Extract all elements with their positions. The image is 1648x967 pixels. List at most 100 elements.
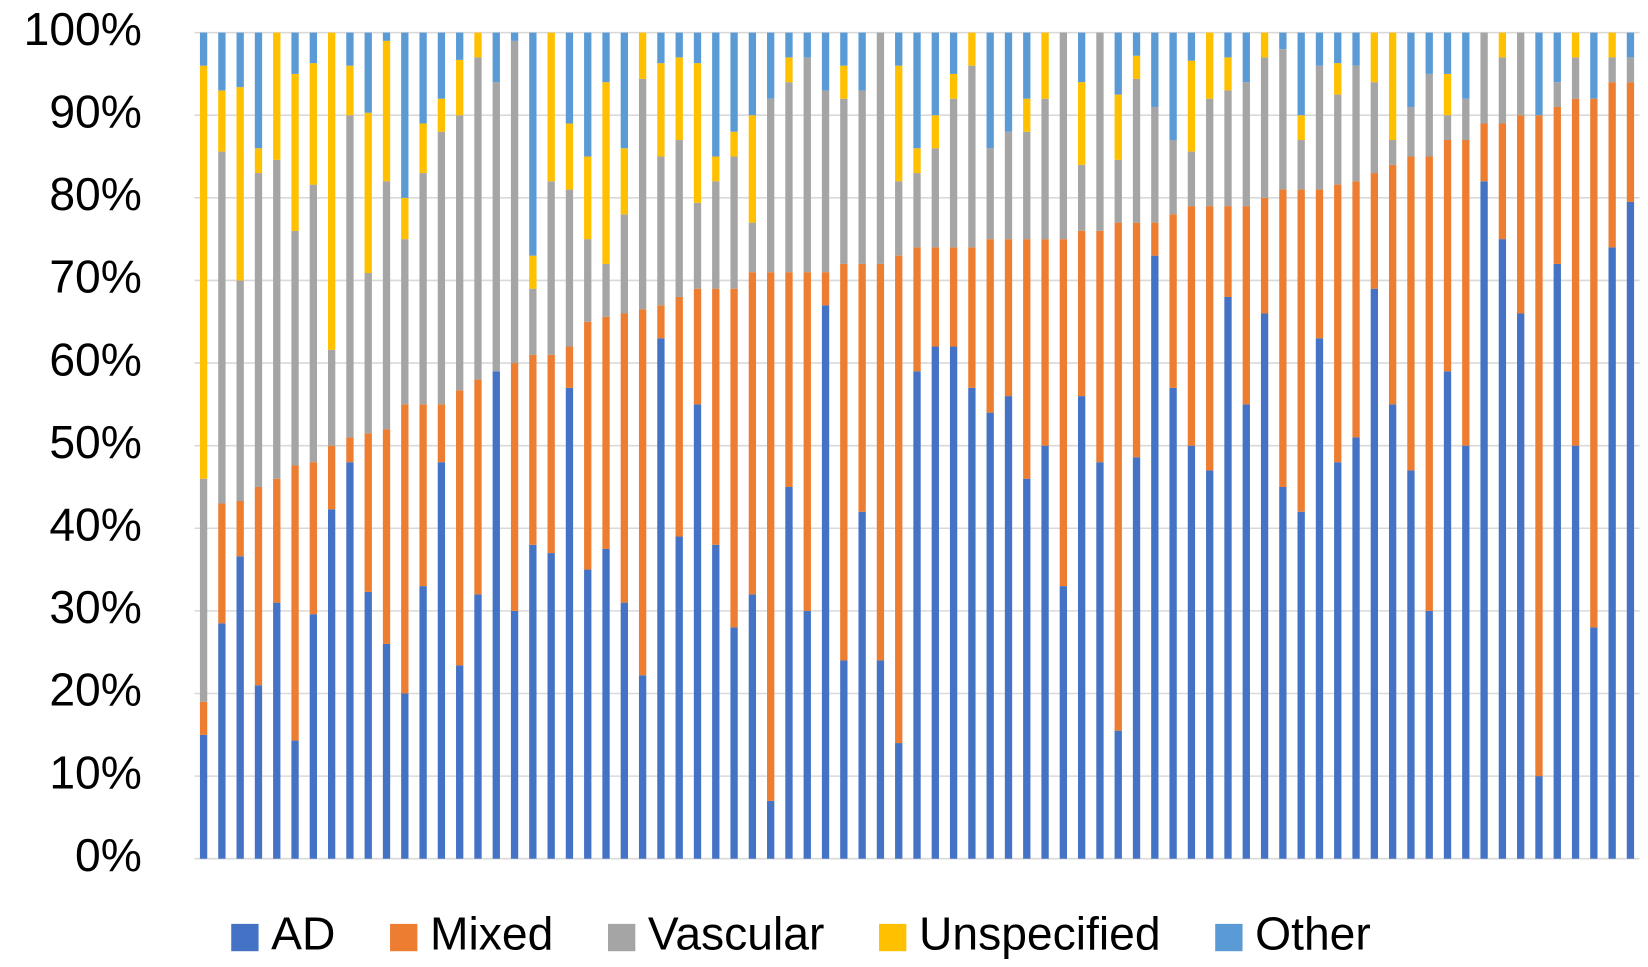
bar-segment [657,32,665,64]
bar-segment [931,148,939,248]
bar-segment [327,32,336,350]
bar-segment [236,87,244,281]
bar-segment [584,239,592,322]
bar-segment [1242,82,1250,207]
y-tick-label: 50% [49,416,142,468]
bar-segment [1626,32,1635,58]
legend-swatch [231,923,259,952]
bar-segment [1023,131,1031,240]
bar-segment [1498,123,1507,240]
bar-segment [236,501,244,557]
bar-segment [1169,214,1177,388]
bar-segment [1425,32,1433,74]
bar-segment [638,78,647,310]
bar-segment [858,263,866,512]
bar-segment [1498,57,1507,124]
bar-segment [1571,32,1580,58]
bar-segment [1388,404,1397,859]
bar-segment [1370,82,1379,174]
bar-segment [1498,32,1507,58]
bar-segment [1462,98,1470,141]
bar-segment [602,32,610,83]
bar-segment [675,57,683,141]
bar-segment [565,123,574,190]
bar-segment [1388,140,1397,165]
y-tick-label: 80% [49,168,142,220]
y-tick-label: 60% [49,333,142,385]
legend-swatch [390,923,418,952]
legend-label: Vascular [648,908,824,960]
bar-segment [529,544,537,859]
bar-segment [785,486,793,859]
bar-segment [1388,164,1397,405]
bar-segment [547,32,555,182]
bar-segment [693,404,702,859]
bar-segment [456,59,464,116]
bar-segment [419,32,427,124]
bar-segment [1077,32,1086,83]
bar-segment [1462,32,1470,99]
bar-segment [1151,255,1159,859]
bar-segment [1077,230,1086,397]
bar-segment [949,32,958,74]
bar-segment [876,32,885,264]
bar-segment [858,90,866,264]
bar-segment [693,63,702,203]
bar-segment [712,544,720,859]
bar-segment [1517,115,1525,314]
bar-segment [1224,32,1232,58]
bar-segment [456,115,464,391]
bar-segment [474,57,482,380]
bar-segment [730,627,738,859]
bar-segment [693,32,702,64]
bar-segment [1096,462,1104,859]
y-tick-label: 70% [49,251,142,303]
bar-segment [1169,140,1177,215]
bar-segment [1608,32,1616,58]
bar-segment [821,32,830,91]
bar-segment [767,32,775,99]
bar-segment [620,313,628,603]
bar-segment [346,437,354,463]
bar-segment [273,478,281,603]
bar-segment [931,32,939,116]
bar-segment [675,140,683,297]
bar-segment [620,602,628,859]
bar-segment [1041,32,1049,99]
bar-segment [382,643,391,859]
bar-segment [876,660,885,859]
bar-segment [419,586,427,859]
bar-segment [748,594,757,859]
bar-segment [1535,776,1543,859]
bar-segment [1114,32,1122,95]
bar-segment [1004,32,1013,132]
bar-segment [1242,404,1250,859]
bar-segment [1553,263,1561,859]
bar-segment [1059,586,1068,859]
bar-segment [858,32,866,91]
bar-segment [236,556,244,859]
bar-segment [1443,140,1452,372]
y-tick-label: 90% [49,85,142,137]
bar-segment [401,404,409,694]
bar-segment [1608,57,1616,83]
bar-segment [1260,57,1269,198]
bar-segment [968,387,976,859]
bar-segment [1206,206,1214,471]
y-tick-label: 100% [24,3,142,55]
bar-segment [1096,230,1104,463]
y-tick-label: 30% [49,581,142,633]
bar-segment [821,90,830,273]
bar-segment [1352,65,1360,182]
bar-segment [913,173,921,248]
bar-segment [1041,239,1049,446]
bar-segment [1059,239,1068,587]
bar-segment [1059,32,1068,240]
bar-segment [968,247,976,388]
bar-segment [1608,247,1616,859]
bar-segment [1407,470,1415,859]
bar-segment [382,429,391,644]
bar-segment [1517,32,1525,116]
bar-segment [218,623,226,859]
bar-segment [346,32,354,66]
